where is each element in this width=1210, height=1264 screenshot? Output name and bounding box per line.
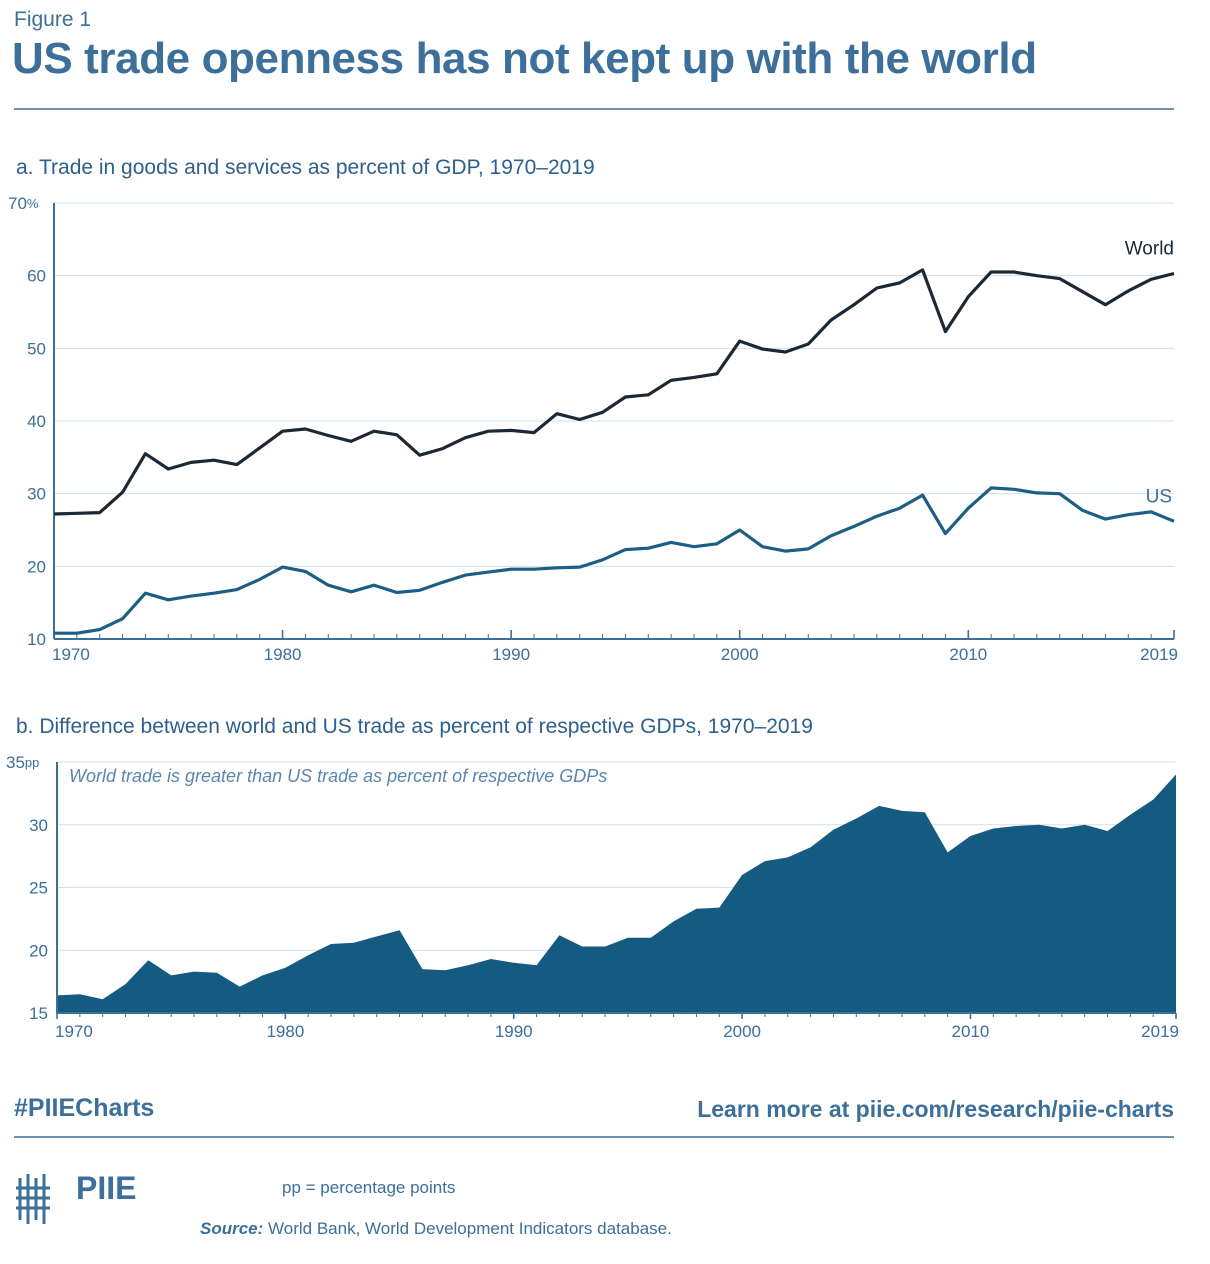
panel-a-y-unit-label: % — [27, 196, 39, 211]
source-label: Source: — [200, 1219, 264, 1238]
panel-a-x-tick-label: 1990 — [492, 645, 530, 664]
panel-b-y-tick-label: 20 — [29, 941, 48, 960]
panel-b-title: b. Difference between world and US trade… — [16, 715, 813, 738]
panel-b-x-tick-label: 2019 — [1141, 1022, 1179, 1041]
panel-b-y-tick-label: 25 — [29, 879, 48, 898]
panel-a-title: a. Trade in goods and services as percen… — [16, 156, 595, 179]
series-line-us — [54, 486, 1175, 635]
panel-b-x-tick-label: 2000 — [723, 1022, 761, 1041]
panel-a-x-tick-label: 1970 — [52, 645, 90, 664]
world-series-label: World — [1125, 238, 1174, 259]
series-line-world — [53, 268, 1175, 516]
source-text: World Bank, World Development Indicators… — [268, 1219, 672, 1238]
panel-b-x-tick-label: 1990 — [495, 1022, 533, 1041]
hashtag: #PIIECharts — [14, 1094, 155, 1122]
panel-a-y-tick-label: 50 — [27, 339, 46, 358]
page-title: US trade openness has not kept up with t… — [12, 34, 1037, 83]
learn-more-link[interactable]: Learn more at piie.com/research/piie-cha… — [697, 1096, 1174, 1122]
panel-a-y-tick-label: 30 — [27, 485, 46, 504]
panel-b-x-tick-label: 1980 — [266, 1022, 304, 1041]
title-divider — [14, 108, 1174, 110]
panel-a-y-tick-label: 20 — [27, 557, 46, 576]
footer-divider — [14, 1136, 1174, 1138]
panel-b-y-unit-label: pp — [25, 755, 39, 770]
panel-a-x-tick-label: 1980 — [264, 645, 302, 664]
panel-a-y-tick-label: 10 — [27, 630, 46, 649]
source-note: Source: World Bank, World Development In… — [200, 1219, 672, 1239]
panel-b-annotation: World trade is greater than US trade as … — [69, 766, 607, 786]
panel-b-y-tick-label: 15 — [29, 1004, 48, 1023]
panel-b-y-tick-label: 30 — [29, 816, 48, 835]
unit-note: pp = percentage points — [282, 1178, 456, 1197]
piie-logo: PIIE — [14, 1168, 154, 1224]
panel-b-x-tick-label: 1970 — [55, 1022, 93, 1041]
logo-text: PIIE — [76, 1170, 137, 1206]
panel-b-y-tick-label: 35pp — [6, 753, 39, 772]
figure-label: Figure 1 — [14, 8, 92, 31]
panel-b-x-tick-label: 2010 — [952, 1022, 990, 1041]
panel-a-y-tick-label: 40 — [27, 412, 46, 431]
panel-a-x-tick-label: 2019 — [1140, 645, 1178, 664]
piie-logo-icon — [16, 1174, 50, 1224]
us-series-label: US — [1146, 486, 1172, 507]
panel-a-y-tick-label: 60 — [27, 267, 46, 286]
difference-area — [57, 774, 1176, 1013]
panel-a-x-tick-label: 2000 — [721, 645, 759, 664]
panel-a-y-tick-label: 70% — [8, 194, 39, 213]
panel-a-x-tick-label: 2010 — [949, 645, 987, 664]
